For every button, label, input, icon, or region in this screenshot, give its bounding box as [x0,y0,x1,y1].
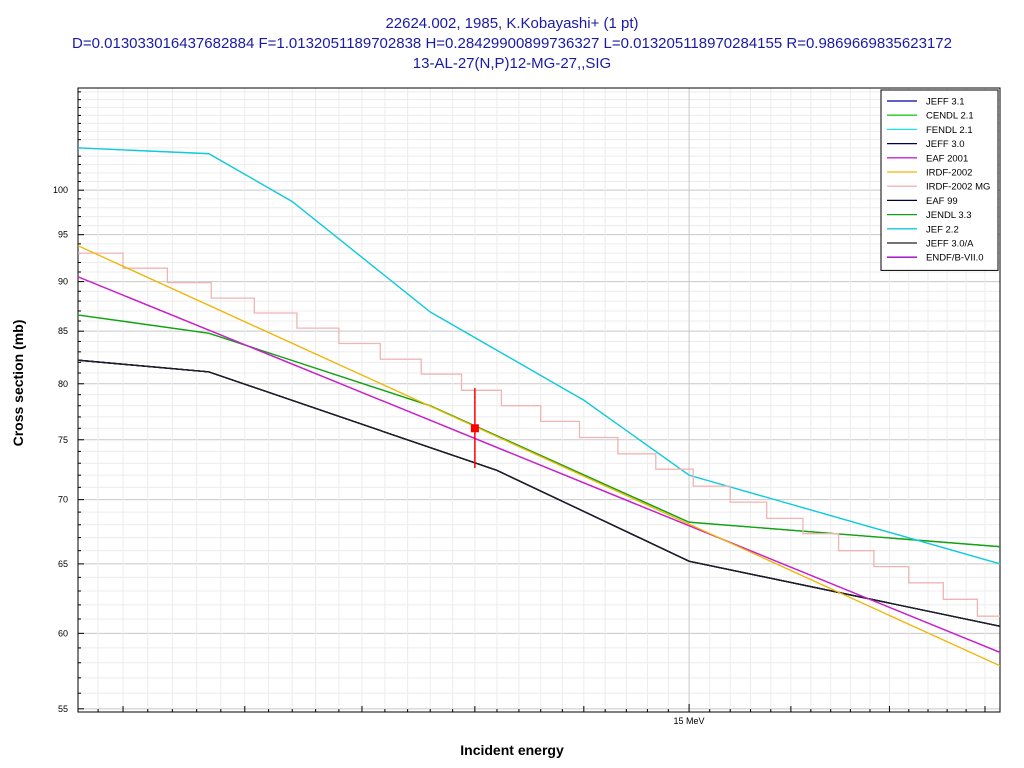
y-tick-label: 80 [58,379,68,389]
y-axis-title: Cross section (mb) [10,320,26,447]
legend-box [880,89,999,271]
legend-label: JENDL 3.3 [926,210,972,221]
legend-label: JEFF 3.0/A [926,239,974,250]
grid [78,88,1000,712]
legend-label: CENDL 2.1 [926,111,974,122]
chart-title-line-3: 13-AL-27(N,P)12-MG-27,,SIG [413,55,611,72]
y-tick-label: 90 [58,277,68,287]
legend-label: IRDF-2002 [926,168,972,179]
series-layer [77,147,1001,667]
series-line-jef-2-2 [77,147,1001,565]
legend-label: JEFF 3.1 [926,97,965,108]
series-line-jeff-3-0-a [77,359,1001,627]
y-tick-label: 65 [58,559,68,569]
legend-label: JEF 2.2 [926,224,959,235]
legend: JEFF 3.1 CENDL 2.1 FENDL 2.1 JEFF 3.0 EAF 20… [880,89,999,271]
chart-title-line-1: 22624.002, 1985, K.Kobayashi+ (1 pt) [385,15,638,32]
x-axis-title: Incident energy [460,742,564,758]
x-tick-label: 15 MeV [674,716,705,726]
chart-title-line-2: D=0.013033016437682884 F=1.0132051189702… [72,35,952,52]
y-tick-label: 60 [58,628,68,638]
legend-label: ENDF/B-VII.0 [926,253,984,264]
legend-label: JEFF 3.0 [926,139,965,150]
y-tick-label: 85 [58,326,68,336]
legend-label: IRDF-2002 MG [926,182,990,193]
y-tick-label: 70 [58,495,68,505]
series-line-irdf-2002 [77,245,1001,667]
legend-label: FENDL 2.1 [926,125,973,136]
data-point [470,424,479,433]
axis-ticks: 55 60 65 70 75 80 85 90 95 100 15 MeV [53,91,986,726]
y-tick-label: 100 [53,185,68,195]
experimental-points [470,388,479,468]
y-tick-label: 95 [58,230,68,240]
legend-label: EAF 2001 [926,153,968,164]
y-tick-label: 75 [58,435,68,445]
plot-frame [77,87,1001,713]
series-line-irdf-2002-mg [78,252,1000,617]
legend-label: EAF 99 [926,196,958,207]
y-tick-label: 55 [58,704,68,714]
series-line-eaf-2001 [77,276,1001,654]
